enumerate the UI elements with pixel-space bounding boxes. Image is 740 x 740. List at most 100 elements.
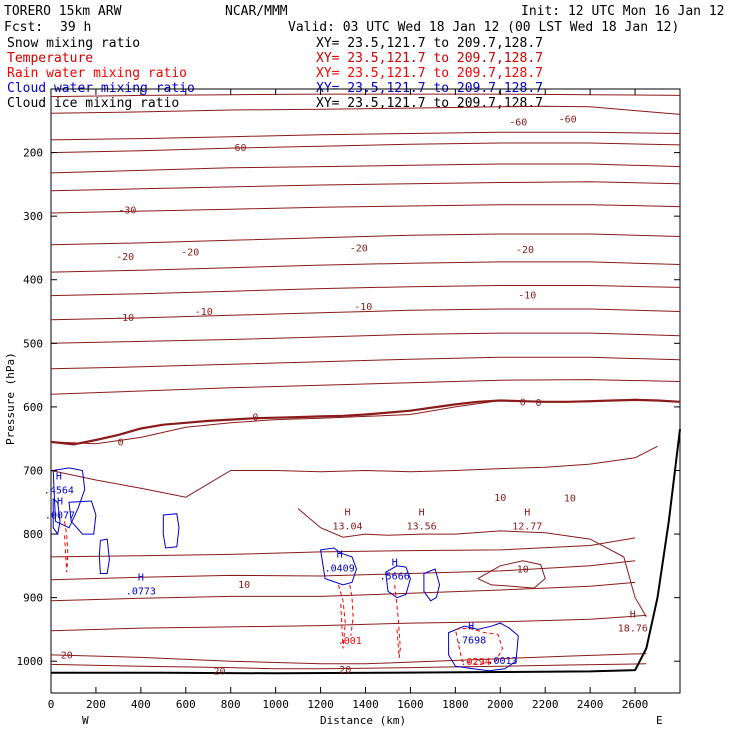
- title-center: NCAR/MMM: [225, 4, 288, 19]
- rain-contour: [64, 521, 69, 573]
- max-marker-value: 18.76: [618, 623, 648, 634]
- max-marker-value: .0077: [45, 510, 75, 521]
- x-tick-label: 2400: [577, 698, 604, 711]
- contour-label: 0: [520, 397, 526, 408]
- x-tick-label: 1600: [397, 698, 424, 711]
- max-marker-value: .0013: [487, 656, 517, 667]
- max-marker-letter: H: [57, 496, 63, 507]
- legend-xy-rain: XY= 23.5,121.7 to 209.7,128.7: [316, 66, 543, 81]
- x-tick-label: 1200: [307, 698, 334, 711]
- x-tick-label: 2000: [487, 698, 514, 711]
- contour-label: -30: [118, 205, 136, 216]
- contour-label: 10: [238, 580, 250, 591]
- legend-label-temperature: Temperature: [7, 51, 93, 66]
- contour-label: 10: [517, 565, 529, 576]
- temperature-contour: [50, 445, 658, 498]
- rain-contour: [454, 627, 504, 665]
- contour-label: -10: [354, 302, 372, 313]
- contour-label: 20: [213, 666, 225, 677]
- temperature-contour: [50, 163, 681, 174]
- temperature-contour: [50, 614, 647, 632]
- valid-time: Valid: 03 UTC Wed 18 Jan 12 (00 LST Wed …: [288, 20, 679, 35]
- temperature-contour: [50, 653, 647, 665]
- contour-label: -10: [116, 313, 134, 324]
- max-marker-letter: H: [345, 508, 351, 519]
- contour-label: -20: [181, 247, 199, 258]
- contour-label: -20: [116, 252, 134, 263]
- max-marker-value: .001: [338, 636, 362, 647]
- contour-label: -60: [228, 143, 246, 154]
- x-axis-ticks: 0 200 400 600 800 1000 1200 1400 1600 1800 2000 220…: [48, 89, 649, 711]
- y-tick-label: 300: [23, 210, 43, 223]
- cloud-water-contour: [52, 498, 61, 536]
- x-tick-label: 400: [131, 698, 151, 711]
- rain-contour: [394, 584, 401, 659]
- temperature-contours: [50, 93, 681, 670]
- max-marker-letter: H: [337, 550, 343, 561]
- y-tick-label: 800: [23, 528, 43, 541]
- temperature-contour: [50, 356, 681, 370]
- cloud-water-contour: [52, 467, 86, 529]
- cloud-water-contour: [448, 622, 519, 672]
- y-axis-label: Pressure (hPa): [4, 352, 17, 445]
- rain-contour: [349, 584, 354, 636]
- temperature-contour: [50, 204, 681, 214]
- max-markers: H13.04H13.56H12.77H18.76H.4564H.0077H.07…: [44, 471, 648, 668]
- contour-label: 0: [535, 398, 541, 409]
- temperature-contour: [50, 581, 636, 602]
- y-tick-label: 500: [23, 337, 43, 350]
- max-marker-letter: H: [630, 609, 636, 620]
- cloud-water-contour: [68, 500, 97, 535]
- temperature-contour: [50, 233, 681, 246]
- max-marker-value: .4564: [44, 485, 74, 496]
- x-tick-label: 1000: [262, 698, 289, 711]
- legend: Snow mixing ratio XY= 23.5,121.7 to 209.…: [7, 36, 543, 111]
- terrain-surface: [51, 428, 681, 675]
- temperature-closed-contour: [297, 508, 647, 617]
- y-tick-label: 900: [23, 592, 43, 605]
- temperature-contour: [50, 308, 681, 321]
- contour-label: -10: [518, 291, 536, 302]
- max-marker-value: .5666: [380, 571, 410, 582]
- cloud-water-contours: [52, 467, 519, 672]
- temperature-closed-contour: [477, 560, 546, 589]
- x-tick-label: 1800: [442, 698, 469, 711]
- contour-label: 10: [564, 493, 576, 504]
- temperature-contour: [50, 105, 681, 115]
- contour-label: 10: [494, 493, 506, 504]
- max-marker-letter: H: [56, 471, 62, 482]
- contour-label: 0: [252, 413, 258, 424]
- x-tick-label: 0: [48, 698, 55, 711]
- temperature-contour: [50, 560, 636, 581]
- temperature-contour: [50, 285, 681, 297]
- contour-label: 20: [339, 665, 351, 676]
- temperature-contour: [50, 663, 647, 670]
- cloud-water-contour: [162, 513, 180, 549]
- cloud-water-contour: [98, 538, 110, 574]
- cloud-water-contour: [423, 568, 441, 602]
- x-axis-label: Distance (km): [320, 714, 406, 727]
- x-tick-label: 2200: [532, 698, 559, 711]
- contour-label: -20: [516, 245, 534, 256]
- contour-label: -60: [559, 115, 577, 126]
- cloud-water-contour: [385, 565, 411, 599]
- legend-label-rain: Rain water mixing ratio: [7, 66, 187, 81]
- contour-label: 20: [61, 650, 73, 661]
- temperature-contour: [50, 537, 636, 558]
- y-tick-label: 600: [23, 401, 43, 414]
- y-tick-label: 400: [23, 274, 43, 287]
- max-marker-letter: H: [468, 622, 474, 633]
- max-marker-letter: H: [138, 573, 144, 584]
- x-tick-label: 200: [86, 698, 106, 711]
- y-tick-label: 700: [23, 464, 43, 477]
- max-marker-letter: H: [524, 508, 530, 519]
- max-marker-letter: H: [392, 557, 398, 568]
- contour-label: 0: [118, 437, 124, 448]
- x-tick-label: 2600: [622, 698, 649, 711]
- max-marker-value: .0409: [325, 564, 355, 575]
- temperature-contour: [50, 142, 681, 154]
- temperature-contour: [50, 398, 681, 445]
- init-time: Init: 12 UTC Mon 16 Jan 12: [521, 4, 725, 19]
